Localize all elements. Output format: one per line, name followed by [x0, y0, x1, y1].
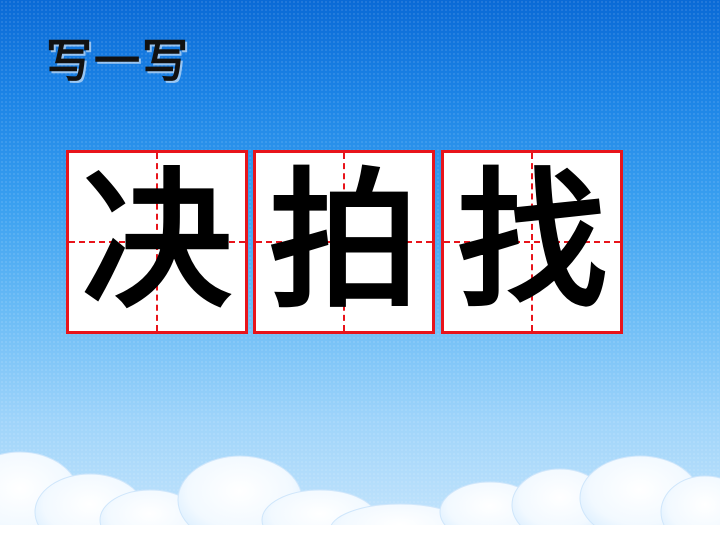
character-glyph: 找 [456, 155, 607, 329]
writing-cell: 找 [441, 150, 623, 334]
page-title: 写一写 [46, 34, 190, 88]
character-glyph: 拍 [268, 155, 419, 329]
writing-cell: 决 [66, 150, 248, 334]
grid-guide-horizontal [69, 241, 245, 243]
grid-guide-horizontal [256, 241, 432, 243]
writing-grid-row: 决 拍 找 [66, 150, 624, 334]
grid-guide-horizontal [444, 241, 620, 243]
writing-cell: 拍 [253, 150, 435, 334]
character-glyph: 决 [81, 155, 232, 329]
